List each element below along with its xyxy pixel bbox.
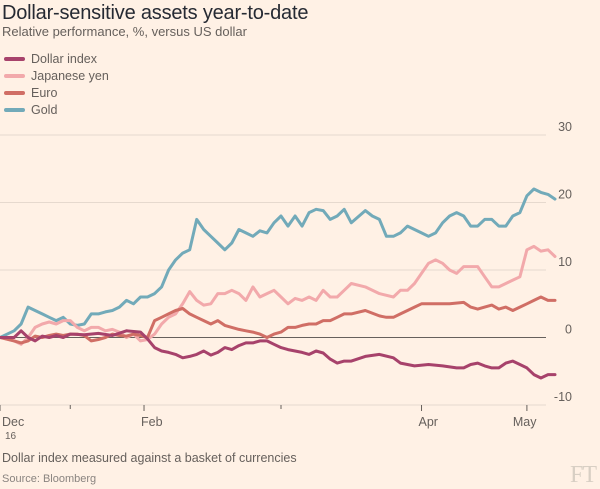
- legend: Dollar index Japanese yen Euro Gold: [4, 50, 109, 118]
- y-tick-label: 20: [558, 188, 572, 202]
- legend-swatch: [4, 73, 25, 78]
- ft-logo: FT: [569, 462, 597, 488]
- chart-source: Source: Bloomberg: [2, 473, 97, 485]
- legend-swatch: [4, 107, 25, 112]
- legend-label: Japanese yen: [31, 68, 109, 83]
- x-tick-sublabel: 16: [5, 431, 17, 442]
- y-tick-label: 10: [558, 255, 572, 269]
- legend-label: Euro: [31, 85, 58, 100]
- y-tick-label: 0: [565, 323, 572, 337]
- legend-swatch: [4, 56, 25, 61]
- legend-swatch: [4, 90, 25, 95]
- x-tick-label: Dec: [2, 415, 24, 429]
- y-tick-label: -10: [554, 390, 572, 404]
- series-line-dollar-index: [0, 329, 557, 380]
- legend-item-gold: Gold: [4, 101, 109, 118]
- y-tick-label: 30: [558, 120, 572, 134]
- chart-subtitle: Relative performance, %, versus US dolla…: [2, 24, 247, 39]
- x-tick-label: Feb: [141, 415, 163, 429]
- x-tick-label: May: [513, 415, 537, 429]
- legend-item-dollar-index: Dollar index: [4, 50, 109, 67]
- series-line-japanese-yen: [0, 244, 557, 346]
- legend-label: Gold: [31, 102, 58, 117]
- legend-item-euro: Euro: [4, 84, 109, 101]
- series-line-euro: [0, 295, 557, 345]
- x-tick-label: Apr: [419, 415, 438, 429]
- series-line-gold: [0, 187, 557, 339]
- chart-footnote: Dollar index measured against a basket o…: [2, 451, 297, 465]
- legend-item-japanese-yen: Japanese yen: [4, 67, 109, 84]
- chart-title: Dollar-sensitive assets year-to-date: [2, 2, 309, 24]
- legend-label: Dollar index: [31, 51, 98, 66]
